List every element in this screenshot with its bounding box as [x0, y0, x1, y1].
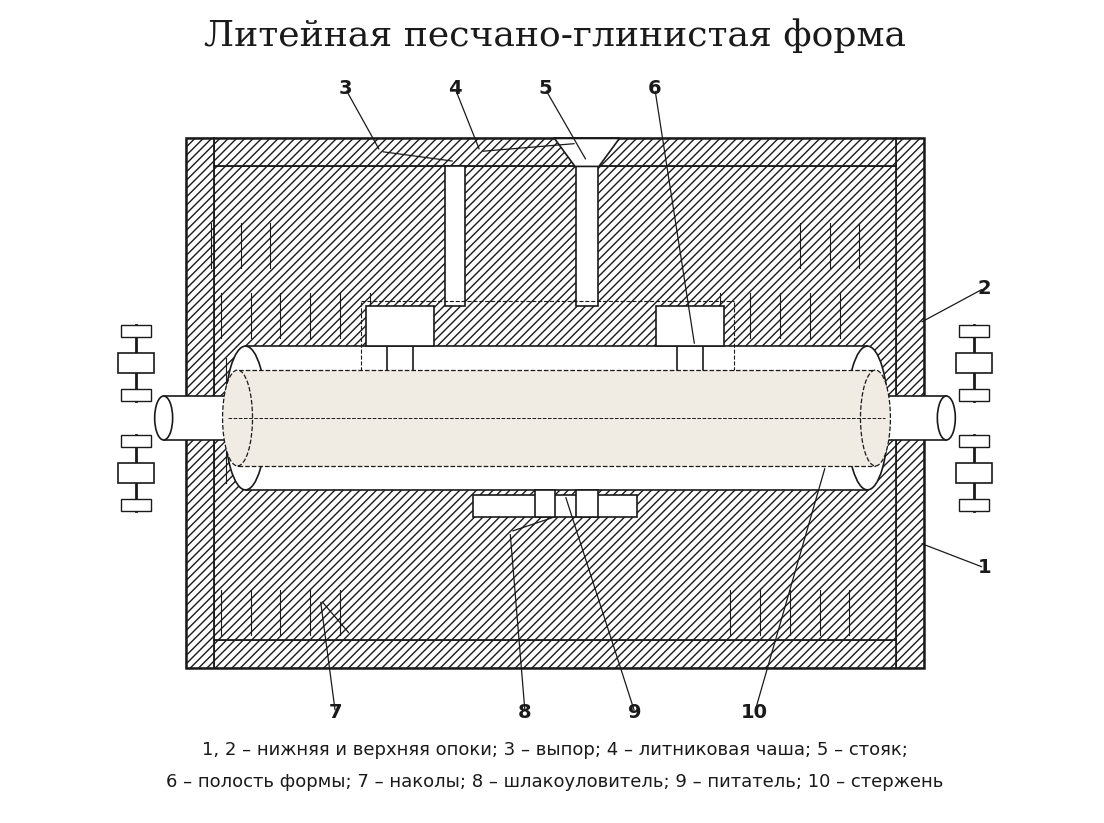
Bar: [118, 353, 153, 373]
Bar: [118, 463, 153, 483]
Bar: [237, 370, 875, 466]
Bar: [120, 325, 150, 337]
Text: 1: 1: [977, 558, 991, 577]
Bar: [956, 353, 992, 373]
Polygon shape: [213, 138, 896, 166]
Text: 1, 2 – нижняя и верхняя опоки; 3 – выпор; 4 – литниковая чаша; 5 – стояк;: 1, 2 – нижняя и верхняя опоки; 3 – выпор…: [202, 742, 907, 760]
Bar: [474, 495, 637, 517]
Polygon shape: [213, 166, 896, 418]
Polygon shape: [554, 138, 619, 166]
Text: 5: 5: [538, 79, 552, 98]
Text: 6: 6: [648, 79, 661, 98]
Text: 8: 8: [518, 703, 532, 722]
Ellipse shape: [224, 346, 266, 490]
Bar: [959, 325, 989, 337]
Polygon shape: [213, 639, 896, 667]
Bar: [959, 499, 989, 511]
Ellipse shape: [860, 370, 891, 466]
Bar: [120, 435, 150, 447]
Bar: [656, 306, 724, 346]
Bar: [959, 435, 989, 447]
Text: 10: 10: [741, 703, 768, 722]
Text: 4: 4: [448, 79, 461, 98]
Bar: [120, 499, 150, 511]
Ellipse shape: [847, 346, 889, 490]
Bar: [677, 346, 703, 418]
Polygon shape: [896, 138, 924, 667]
Bar: [445, 166, 465, 306]
Text: 2: 2: [977, 279, 991, 298]
Bar: [367, 306, 434, 346]
Bar: [120, 389, 150, 401]
Text: 3: 3: [339, 79, 352, 98]
Polygon shape: [213, 418, 896, 639]
Text: 6 – полость формы; 7 – наколы; 8 – шлакоуловитель; 9 – питатель; 10 – стержень: 6 – полость формы; 7 – наколы; 8 – шлако…: [167, 774, 944, 792]
Bar: [576, 166, 598, 306]
Bar: [245, 346, 868, 490]
Text: 7: 7: [329, 703, 342, 722]
Bar: [862, 396, 946, 440]
Ellipse shape: [223, 370, 253, 466]
Text: Литейная песчано-глинистая форма: Литейная песчано-глинистая форма: [204, 18, 906, 53]
Bar: [956, 463, 992, 483]
Ellipse shape: [155, 396, 172, 440]
Ellipse shape: [937, 396, 955, 440]
Bar: [185, 138, 924, 667]
Bar: [959, 389, 989, 401]
Bar: [163, 396, 251, 440]
Bar: [576, 490, 598, 517]
Bar: [388, 346, 413, 418]
Bar: [535, 490, 555, 517]
Polygon shape: [185, 138, 213, 667]
Text: 9: 9: [628, 703, 641, 722]
